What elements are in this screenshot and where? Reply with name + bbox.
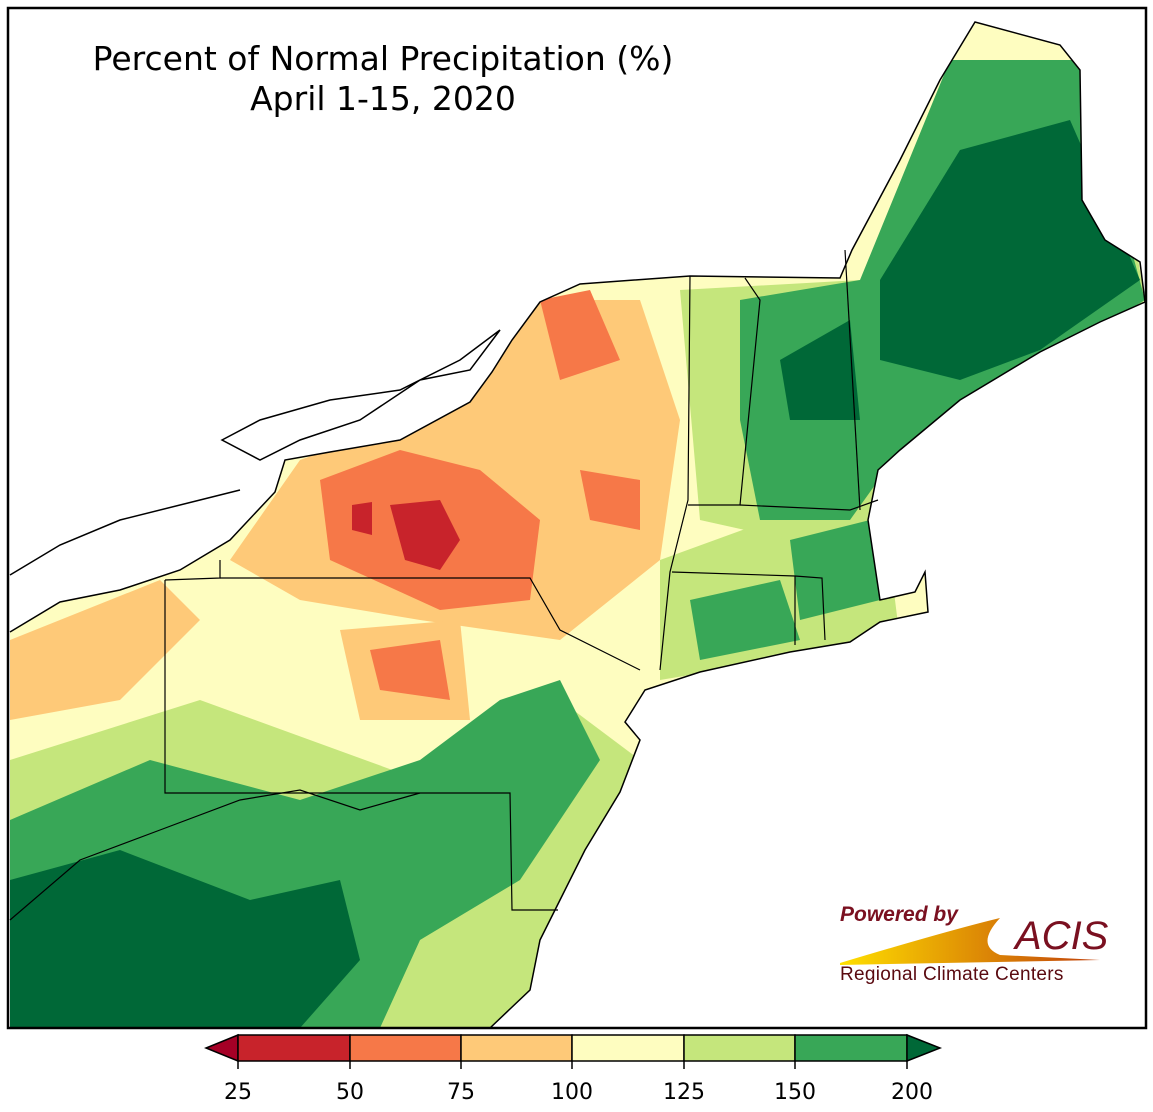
colorbar-below-triangle — [204, 1033, 239, 1063]
colorbar-tick: 125 — [663, 1080, 705, 1105]
colorbar-tick: 200 — [891, 1080, 933, 1105]
map-subtitle: April 1-15, 2020 — [250, 79, 516, 118]
state-borders — [9, 249, 879, 921]
logo-acis: ACIS — [1015, 914, 1109, 958]
colorbar-tick: 50 — [336, 1080, 364, 1105]
colorbar-above-triangle — [906, 1033, 943, 1063]
colorbar-tick: 75 — [447, 1080, 475, 1105]
acis-logo: Powered by ACIS Regional Climate Centers — [830, 900, 1120, 1000]
colorbar-75-100 — [460, 1034, 573, 1062]
colorbar-tick: 25 — [224, 1080, 252, 1105]
colorbar-150-200 — [794, 1034, 908, 1062]
colorbar-100-125 — [571, 1034, 685, 1062]
colorbar-tick: 100 — [551, 1080, 593, 1105]
colorbar — [204, 1033, 943, 1069]
logo-powered-by: Powered by — [840, 903, 958, 926]
map-frame — [6, 6, 1148, 1030]
colorbar-25-50 — [237, 1034, 351, 1062]
coastline — [9, 21, 1146, 1029]
colorbar-125-150 — [683, 1034, 796, 1062]
lake-erie-north-shore — [9, 489, 241, 576]
colorbar-tick: 150 — [774, 1080, 816, 1105]
map-title: Percent of Normal Precipitation (%) — [92, 39, 674, 78]
logo-rcc: Regional Climate Centers — [840, 964, 1064, 985]
acis-logo-wedge — [840, 918, 1100, 965]
lake-ontario — [220, 329, 501, 461]
colorbar-50-75 — [349, 1034, 462, 1062]
